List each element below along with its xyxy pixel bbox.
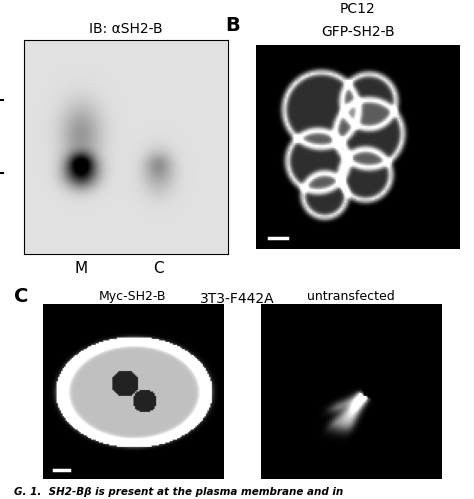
Text: GFP-SH2-B: GFP-SH2-B: [321, 25, 395, 39]
Text: 3T3-F442A: 3T3-F442A: [200, 292, 274, 306]
Title: IB: αSH2-B: IB: αSH2-B: [89, 22, 163, 36]
Text: C: C: [14, 287, 28, 306]
Text: PC12: PC12: [340, 2, 376, 16]
Title: untransfected: untransfected: [307, 290, 395, 303]
Text: B: B: [226, 16, 240, 35]
Text: G. 1.  SH2-Bβ is present at the plasma membrane and in: G. 1. SH2-Bβ is present at the plasma me…: [14, 487, 344, 497]
Title: Myc-SH2-B: Myc-SH2-B: [99, 290, 166, 303]
